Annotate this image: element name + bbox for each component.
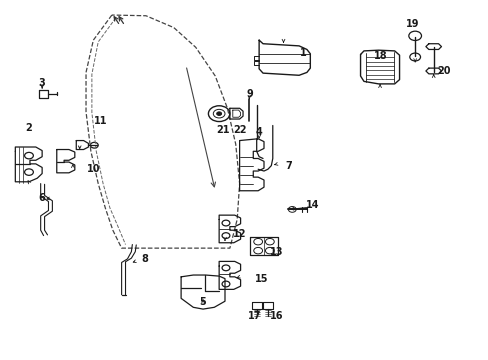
Text: 4: 4 xyxy=(255,127,262,136)
Text: 2: 2 xyxy=(25,123,32,133)
Text: 1: 1 xyxy=(299,48,306,58)
Text: 11: 11 xyxy=(94,116,107,126)
Text: 16: 16 xyxy=(269,311,283,321)
Text: 9: 9 xyxy=(245,89,252,99)
Text: 3: 3 xyxy=(39,78,45,88)
Text: 7: 7 xyxy=(285,161,291,171)
Text: 8: 8 xyxy=(141,254,148,264)
Text: 18: 18 xyxy=(373,51,387,61)
Text: 6: 6 xyxy=(39,193,45,203)
Text: 5: 5 xyxy=(199,297,206,307)
Text: 13: 13 xyxy=(269,247,283,257)
Text: 12: 12 xyxy=(232,229,246,239)
Text: 15: 15 xyxy=(254,274,268,284)
Text: 10: 10 xyxy=(86,164,100,174)
Text: 19: 19 xyxy=(405,19,419,29)
Circle shape xyxy=(216,112,221,116)
Text: 20: 20 xyxy=(437,66,450,76)
Text: 22: 22 xyxy=(232,125,246,135)
Text: 14: 14 xyxy=(305,200,319,210)
Text: 21: 21 xyxy=(215,125,229,135)
Text: 17: 17 xyxy=(247,311,261,321)
